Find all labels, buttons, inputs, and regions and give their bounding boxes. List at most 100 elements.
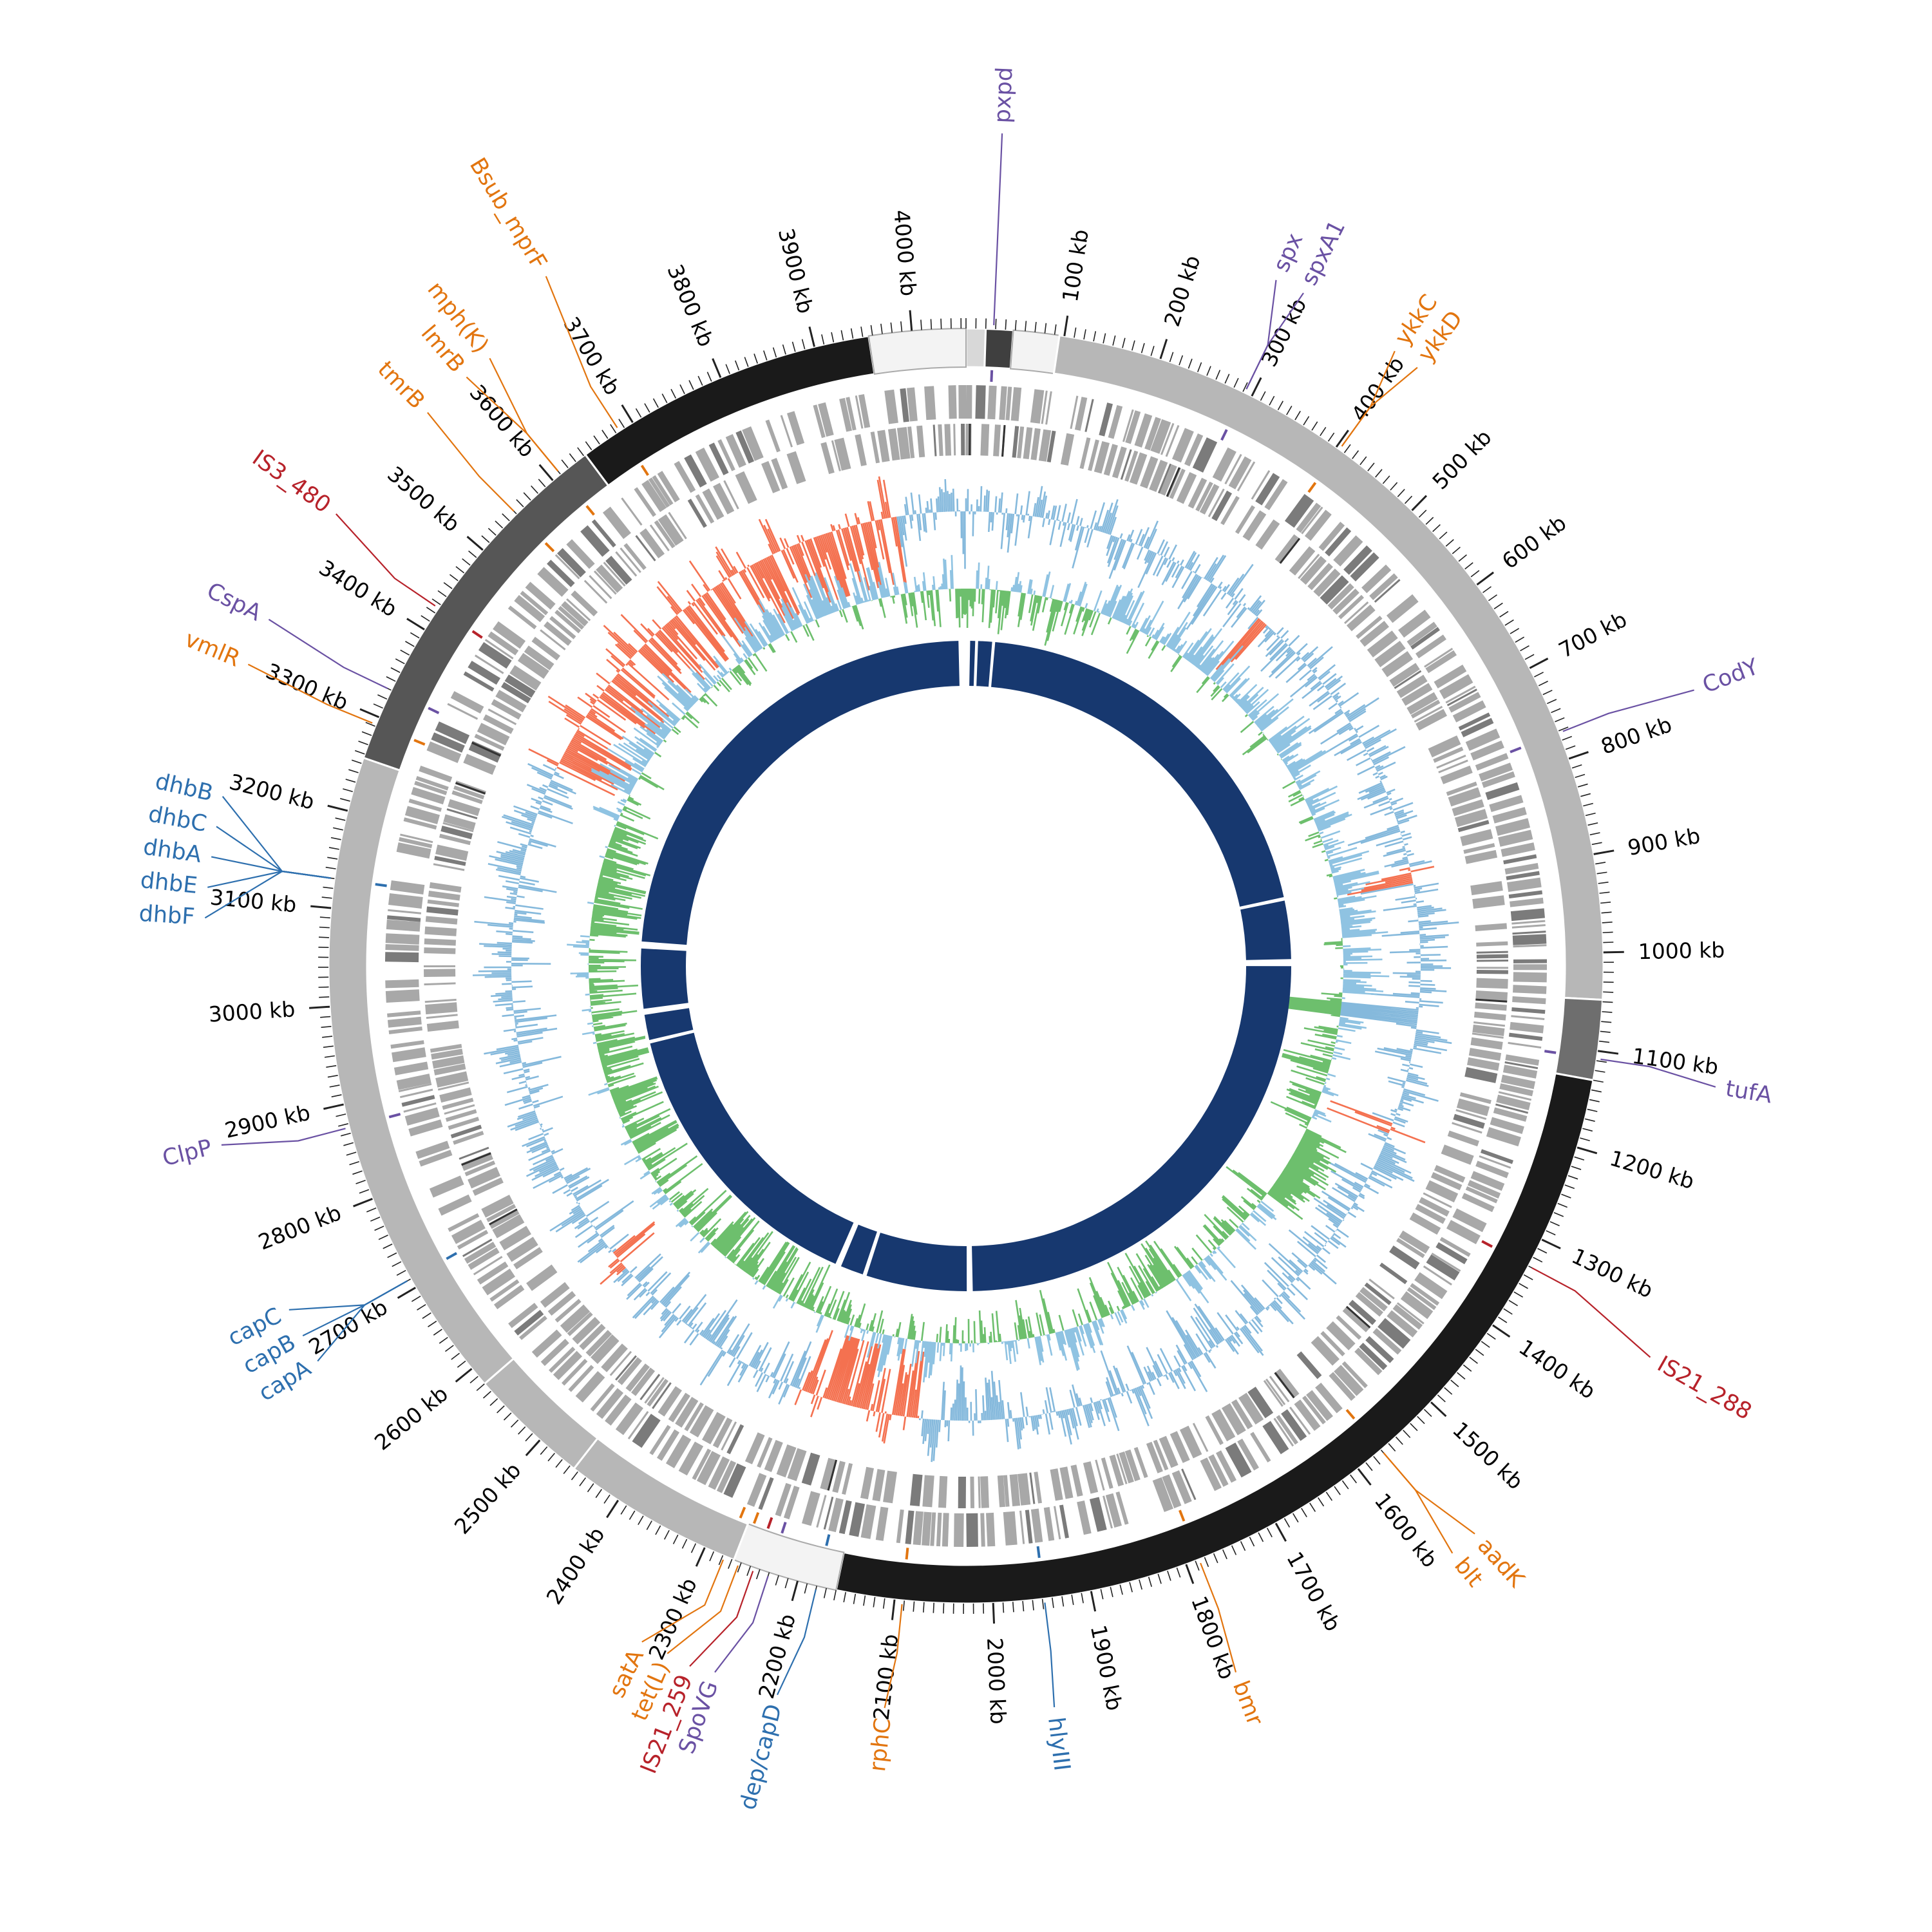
minor-tick bbox=[1418, 509, 1427, 518]
minor-tick bbox=[1110, 1587, 1113, 1598]
minor-tick bbox=[840, 330, 844, 341]
gene-label-hlyiii: hlyIII bbox=[1043, 1716, 1075, 1772]
major-tick bbox=[1274, 1522, 1287, 1542]
minor-tick bbox=[332, 827, 343, 831]
gene-anchor-mark bbox=[905, 1548, 909, 1560]
minor-tick bbox=[540, 1446, 548, 1455]
gene-label-bsub-mprf: Bsub_mprF bbox=[464, 153, 552, 274]
minor-tick bbox=[503, 1412, 512, 1421]
minor-tick bbox=[933, 1602, 934, 1613]
major-tick bbox=[891, 1599, 896, 1620]
minor-tick bbox=[1417, 1416, 1425, 1425]
minor-tick bbox=[476, 1383, 485, 1391]
minor-tick bbox=[1571, 764, 1582, 769]
gene-label-cspa: CspA bbox=[203, 578, 265, 626]
gc-skew-negative-spikes bbox=[588, 588, 1347, 1344]
gene-label-leader bbox=[884, 1604, 903, 1709]
minor-tick bbox=[1464, 562, 1473, 570]
gene-label-dhbc: dhbC bbox=[146, 801, 209, 837]
minor-tick bbox=[706, 372, 712, 382]
minor-tick bbox=[1444, 1387, 1453, 1395]
major-tick bbox=[327, 804, 348, 812]
minor-tick bbox=[323, 1045, 334, 1048]
gene-bar-path bbox=[424, 423, 1508, 1508]
gene-label-leader bbox=[216, 826, 331, 879]
minor-tick bbox=[1034, 321, 1037, 332]
contig-segment bbox=[1554, 996, 1604, 1082]
minor-tick bbox=[629, 1510, 636, 1520]
minor-tick bbox=[755, 1569, 761, 1580]
minor-tick bbox=[1373, 1455, 1381, 1465]
gene-anchor-mark bbox=[1036, 1546, 1041, 1558]
major-tick bbox=[1063, 316, 1069, 337]
minor-tick bbox=[396, 1269, 406, 1276]
minor-tick bbox=[325, 866, 336, 869]
tick-label: 1400 kb bbox=[1515, 1334, 1600, 1404]
minor-tick bbox=[690, 1543, 697, 1553]
minor-tick bbox=[1176, 1567, 1181, 1578]
minor-tick bbox=[913, 1601, 915, 1612]
minor-tick bbox=[585, 441, 592, 451]
major-tick bbox=[308, 1005, 330, 1009]
tick-label: 1800 kb bbox=[1186, 1593, 1240, 1683]
gene-anchor-mark bbox=[446, 1252, 457, 1260]
gene-label-leader bbox=[1562, 689, 1694, 732]
minor-tick bbox=[652, 398, 659, 408]
minor-tick bbox=[823, 1587, 827, 1598]
minor-tick bbox=[1463, 1364, 1472, 1372]
minor-tick bbox=[746, 1566, 752, 1577]
minor-tick bbox=[1132, 340, 1135, 351]
minor-tick bbox=[468, 550, 477, 558]
minor-tick bbox=[1222, 1549, 1227, 1560]
minor-tick bbox=[1587, 822, 1598, 826]
minor-tick bbox=[1558, 726, 1569, 732]
tick-label: 2200 kb bbox=[753, 1611, 800, 1701]
gene-label-dhbf: dhbF bbox=[138, 901, 196, 930]
minor-tick bbox=[1469, 1356, 1478, 1364]
minor-tick bbox=[531, 485, 538, 494]
minor-tick bbox=[1325, 1492, 1333, 1501]
minor-tick bbox=[1602, 931, 1613, 934]
minor-tick bbox=[1580, 1137, 1590, 1142]
minor-tick bbox=[863, 1595, 866, 1606]
minor-tick bbox=[1071, 1595, 1074, 1605]
minor-tick bbox=[620, 1505, 627, 1515]
gene-bar-path bbox=[426, 490, 1485, 1379]
minor-tick bbox=[387, 1252, 397, 1258]
major-tick bbox=[791, 1580, 799, 1602]
minor-tick bbox=[638, 1515, 644, 1526]
gene-label-leader bbox=[1531, 1267, 1651, 1358]
minor-tick bbox=[431, 598, 441, 605]
minor-tick bbox=[1258, 1532, 1264, 1542]
minor-tick bbox=[569, 453, 576, 462]
minor-tick bbox=[900, 321, 903, 332]
minor-tick bbox=[1504, 619, 1514, 626]
tick-label: 1700 kb bbox=[1282, 1548, 1345, 1636]
gene-anchor-mark bbox=[739, 1506, 746, 1519]
minor-tick bbox=[831, 332, 835, 343]
gene-anchor-marks bbox=[375, 370, 1557, 1560]
minor-tick bbox=[443, 582, 453, 589]
minor-tick bbox=[518, 1426, 526, 1435]
minor-tick bbox=[1602, 1001, 1613, 1003]
minor-tick bbox=[349, 1160, 359, 1166]
minor-tick bbox=[392, 1261, 402, 1267]
gene-label-dep-capd: dep/capD bbox=[735, 1701, 788, 1812]
minor-tick bbox=[320, 1016, 331, 1018]
minor-tick bbox=[1292, 1513, 1299, 1523]
gene-anchor-mark bbox=[544, 542, 555, 553]
minor-tick bbox=[326, 1065, 337, 1068]
minor-tick bbox=[635, 408, 642, 418]
contig-ring bbox=[327, 327, 1605, 1605]
minor-tick bbox=[718, 1555, 724, 1566]
minor-tick bbox=[577, 447, 585, 457]
contig-segment bbox=[867, 327, 967, 375]
minor-tick bbox=[1498, 1316, 1508, 1323]
minor-tick bbox=[1571, 1166, 1582, 1170]
tick-label: 200 kb bbox=[1159, 252, 1206, 330]
minor-tick bbox=[595, 1489, 602, 1499]
minor-tick bbox=[663, 1530, 670, 1540]
minor-tick bbox=[655, 1525, 661, 1535]
minor-tick bbox=[410, 632, 420, 639]
tick-label: 600 kb bbox=[1497, 510, 1571, 574]
